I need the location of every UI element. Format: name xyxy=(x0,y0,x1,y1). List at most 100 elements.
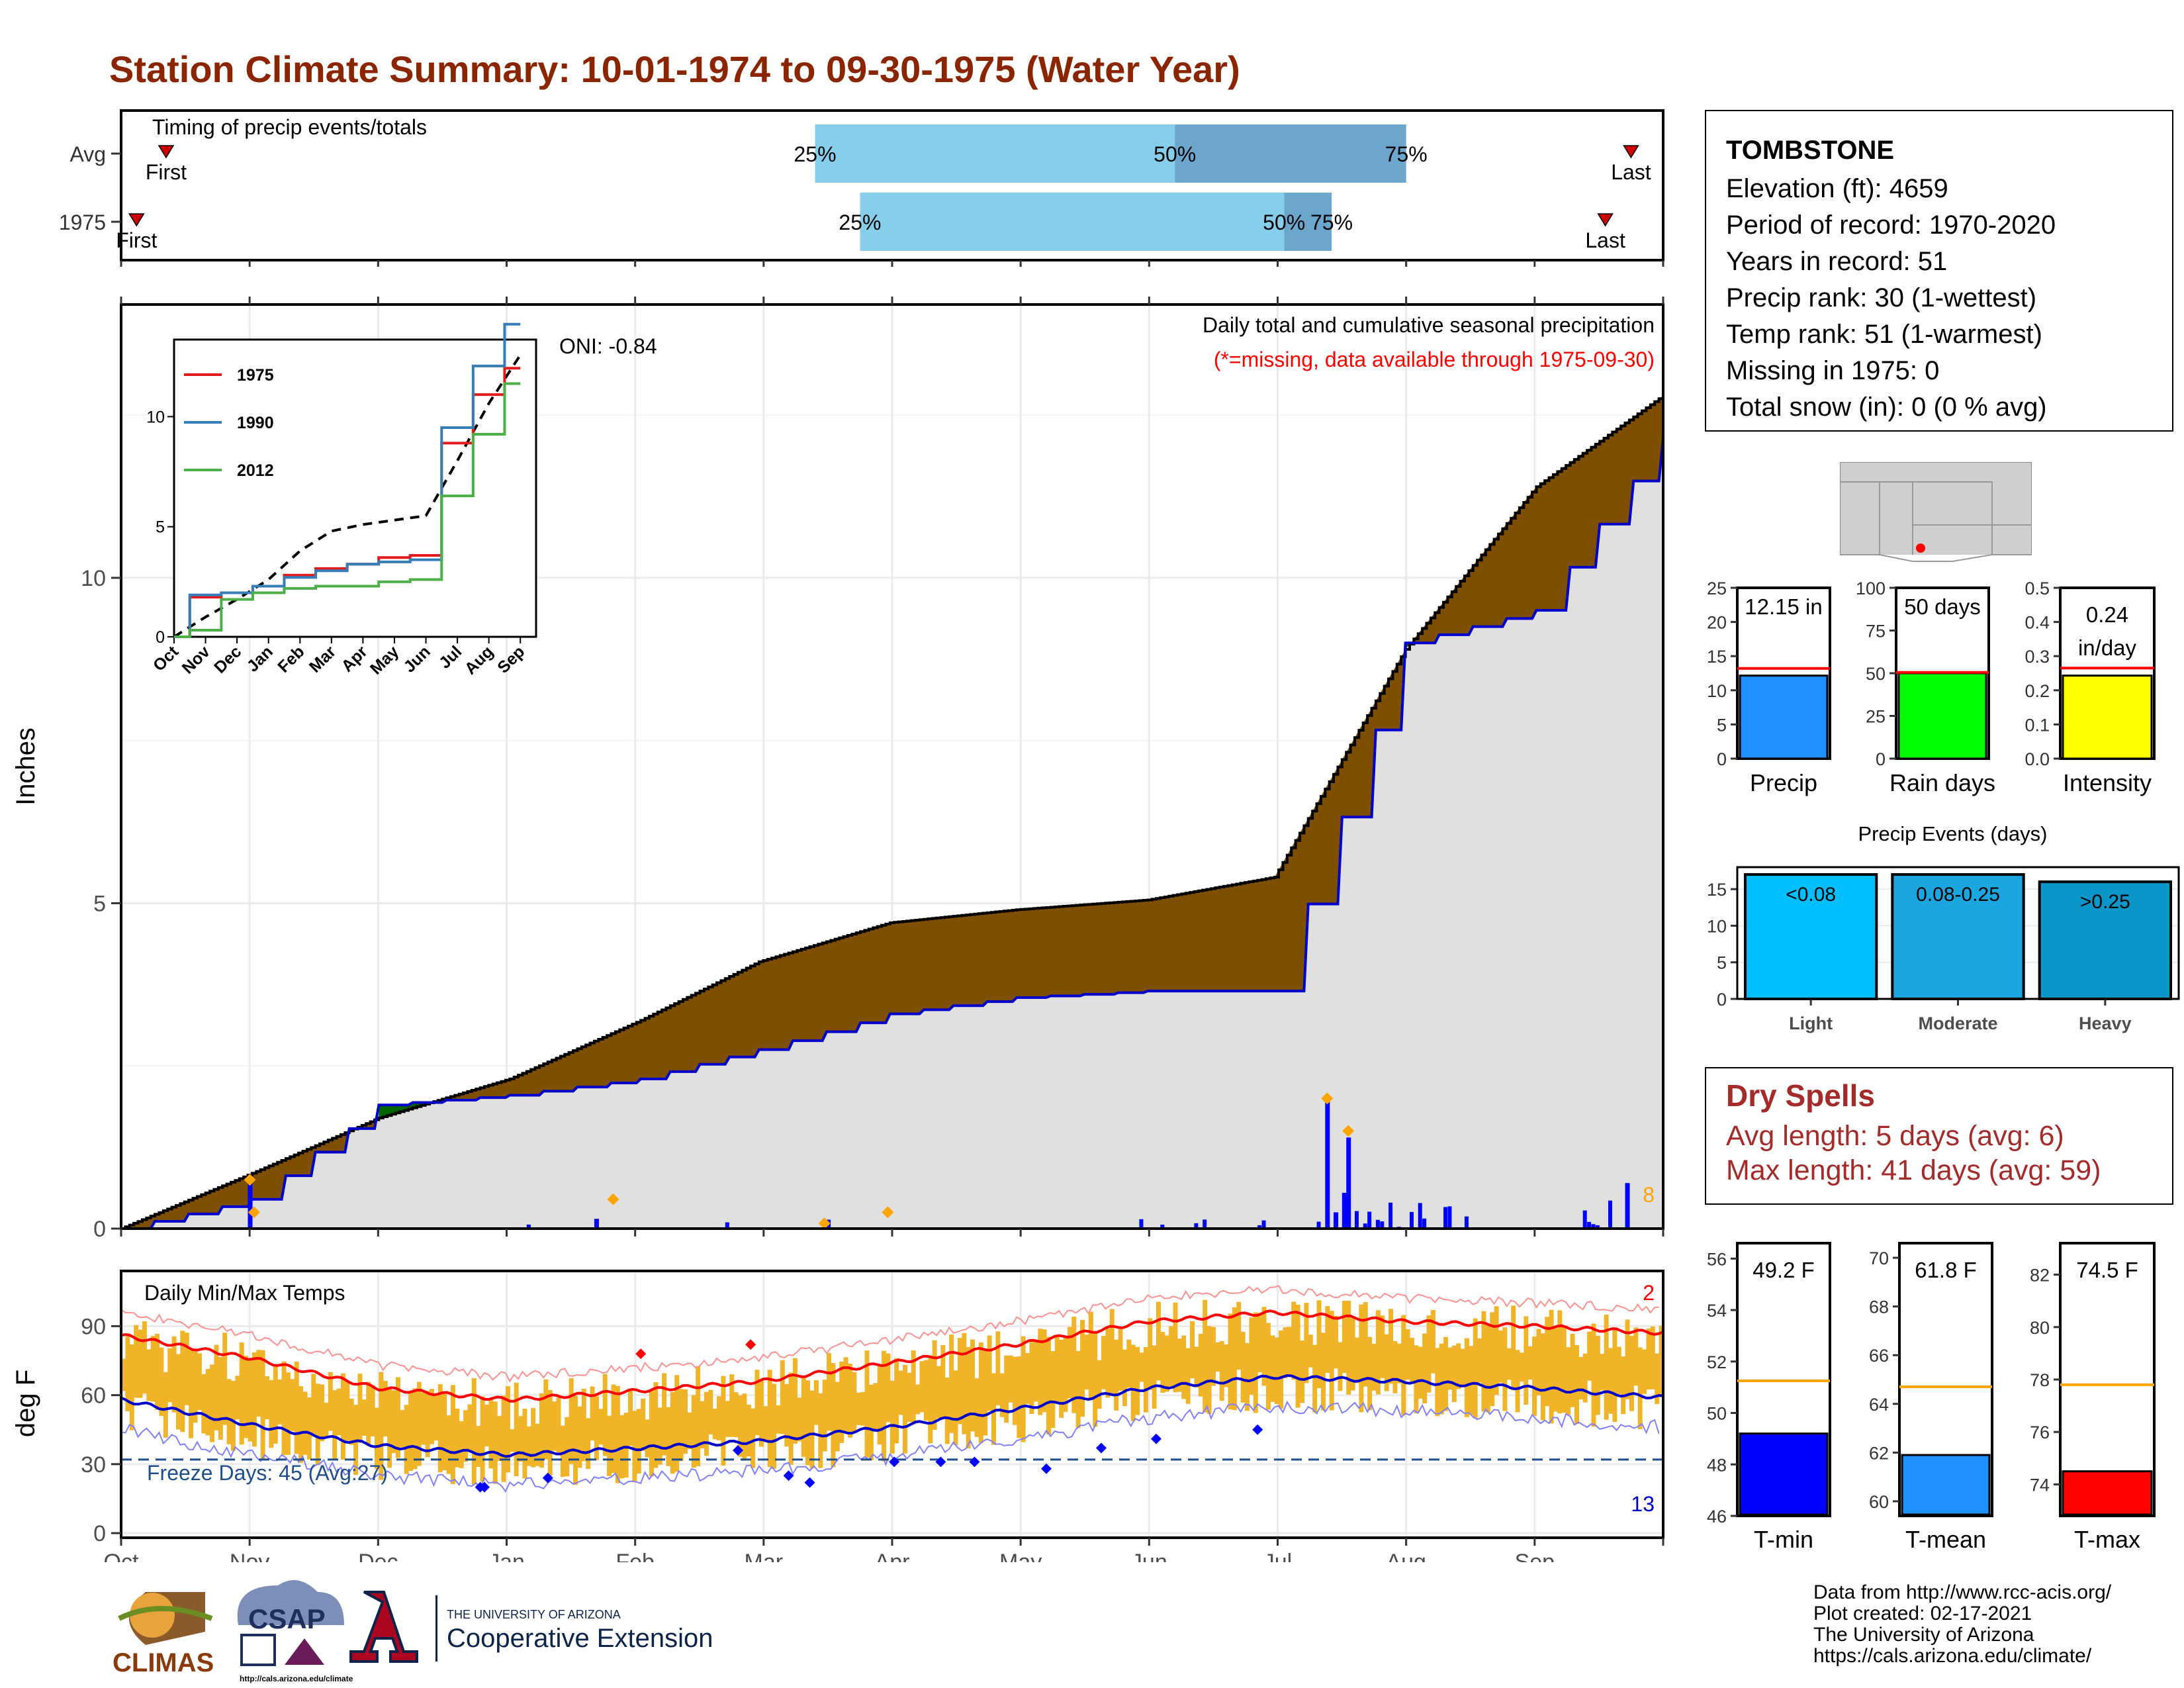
daily-temp-bar xyxy=(1046,1336,1051,1434)
record-precip-marker xyxy=(248,1206,260,1219)
daily-temp-bar xyxy=(662,1373,667,1456)
events-category-label: Light xyxy=(1789,1013,1833,1033)
daily-temp-bar xyxy=(230,1380,236,1451)
daily-temp-bar xyxy=(1148,1318,1153,1390)
summary-bar-tick-label: 5 xyxy=(1717,715,1727,735)
daily-temp-bar xyxy=(298,1386,304,1463)
daily-temp-bar xyxy=(1257,1313,1263,1373)
daily-precip-bar xyxy=(1443,1207,1448,1229)
credit-university: The University of Arizona xyxy=(1813,1624,2034,1646)
temp-y-axis-label: deg F xyxy=(11,1370,40,1437)
daily-temp-bar xyxy=(877,1364,882,1445)
daily-temp-bar xyxy=(864,1350,870,1458)
daily-temp-bar xyxy=(1435,1348,1440,1417)
daily-temp-bar xyxy=(1608,1348,1613,1414)
avg-min-line xyxy=(120,1374,1664,1458)
daily-temp-bar xyxy=(1426,1315,1432,1393)
events-bar-range: <0.08 xyxy=(1786,884,1836,906)
daily-temp-bar xyxy=(653,1382,659,1468)
daily-temp-bar xyxy=(746,1404,751,1457)
daily-temp-bar xyxy=(999,1373,1005,1417)
daily-precip-bar xyxy=(526,1224,531,1229)
daily-temp-bar xyxy=(1008,1355,1013,1403)
daily-temp-bar xyxy=(539,1393,544,1468)
daily-temp-bar xyxy=(210,1364,215,1442)
inset-series-line xyxy=(174,322,521,638)
daily-temp-bar xyxy=(383,1380,388,1437)
record-low-marker xyxy=(1041,1463,1052,1474)
daily-temp-bar xyxy=(421,1392,426,1445)
dry-spells-box: Dry Spells Avg length: 5 days (avg: 6) M… xyxy=(1705,1067,2173,1205)
daily-temp-bar xyxy=(1409,1337,1414,1383)
credit-source: Data from http://www.rcc-acis.org/ xyxy=(1813,1581,2112,1603)
daily-temp-bar xyxy=(1447,1347,1453,1390)
daily-temp-bar xyxy=(1473,1318,1478,1419)
daily-temp-bar xyxy=(1084,1335,1089,1390)
timing-row-label: 1975 xyxy=(59,211,106,234)
daily-temp-bar xyxy=(459,1421,464,1468)
events-bar xyxy=(1891,873,2025,1000)
daily-temp-bar xyxy=(514,1382,519,1477)
daily-temp-bar xyxy=(328,1372,333,1431)
record-low-marker xyxy=(889,1456,900,1468)
daily-temp-bar xyxy=(1253,1312,1258,1413)
daily-temp-bar xyxy=(962,1333,967,1434)
daily-temp-bar xyxy=(159,1347,164,1417)
daily-precip-bar xyxy=(1591,1224,1596,1229)
logos: CLIMAS CSAP http://cals.arizona.edu/clim… xyxy=(113,1580,713,1683)
daily-temp-bar xyxy=(936,1366,942,1419)
daily-temp-bar xyxy=(1152,1345,1157,1409)
daily-temp-bar xyxy=(357,1374,363,1443)
daily-temp-bar xyxy=(565,1417,570,1477)
temp-y-tick-label: 60 xyxy=(81,1383,106,1409)
avg-max-line xyxy=(120,1309,1664,1403)
daily-temp-bar xyxy=(691,1395,696,1468)
temp-x-tick-label: Jan xyxy=(488,1550,525,1562)
daily-precip-bar-notable xyxy=(248,1180,253,1229)
daily-precip-bar xyxy=(1375,1219,1380,1229)
daily-temp-bar xyxy=(822,1380,827,1452)
record-precip-marker xyxy=(1321,1092,1334,1105)
daily-temp-bar xyxy=(251,1352,257,1447)
summary-bar-fill xyxy=(1897,672,1987,760)
daily-temp-bar xyxy=(184,1333,189,1405)
daily-temp-bar xyxy=(510,1429,515,1452)
daily-temp-bar xyxy=(1477,1338,1482,1383)
daily-temp-bar xyxy=(729,1374,735,1437)
credits: Data from http://www.rcc-acis.org/ Plot … xyxy=(1813,1582,2111,1667)
daily-precip-bar xyxy=(1608,1200,1613,1229)
timing-q25-label: 25% xyxy=(794,142,836,166)
daily-temp-bar xyxy=(167,1348,173,1403)
daily-temp-bar xyxy=(155,1333,160,1410)
daily-temp-bar xyxy=(320,1384,325,1442)
daily-temp-bar xyxy=(577,1406,582,1468)
daily-precip-bar-notable xyxy=(1346,1137,1351,1229)
daily-temp-bar xyxy=(856,1392,861,1425)
daily-temp-bar xyxy=(687,1412,692,1450)
daily-temp-bar xyxy=(835,1382,840,1452)
daily-temp-bar xyxy=(175,1354,181,1430)
daily-temp-bar xyxy=(843,1357,848,1433)
inset-series-line xyxy=(174,382,521,638)
inset-y-label: 5 xyxy=(156,518,165,537)
record-count-label: 8 xyxy=(1643,1183,1655,1207)
daily-temp-bar xyxy=(1502,1327,1508,1411)
precip-deficit-area xyxy=(121,395,1663,1229)
daily-temp-bar xyxy=(1418,1346,1423,1399)
daily-temp-bar xyxy=(349,1399,354,1445)
daily-temp-bar xyxy=(1270,1335,1275,1402)
daily-temp-bar xyxy=(636,1409,641,1474)
daily-temp-bar xyxy=(146,1349,152,1401)
temp-bar-name: T-min xyxy=(1754,1526,1813,1549)
daily-temp-bar xyxy=(940,1345,946,1418)
daily-temp-bar xyxy=(404,1405,409,1474)
temp-summary-bars: 46 48 50 52 54 56 49.2 F T-min 60 62 64 66 68 70 61.8 … xyxy=(1707,1242,2156,1549)
summary-bar-value: 0.24 xyxy=(2086,602,2128,627)
daily-temp-bar xyxy=(1287,1327,1292,1375)
daily-temp-bar xyxy=(463,1410,469,1462)
daily-temp-bar xyxy=(712,1408,717,1440)
daily-temp-bar xyxy=(1367,1336,1373,1411)
csap-logo-text: CSAP xyxy=(248,1603,326,1634)
daily-temp-bar xyxy=(1101,1336,1106,1389)
daily-temp-bar xyxy=(792,1358,797,1444)
